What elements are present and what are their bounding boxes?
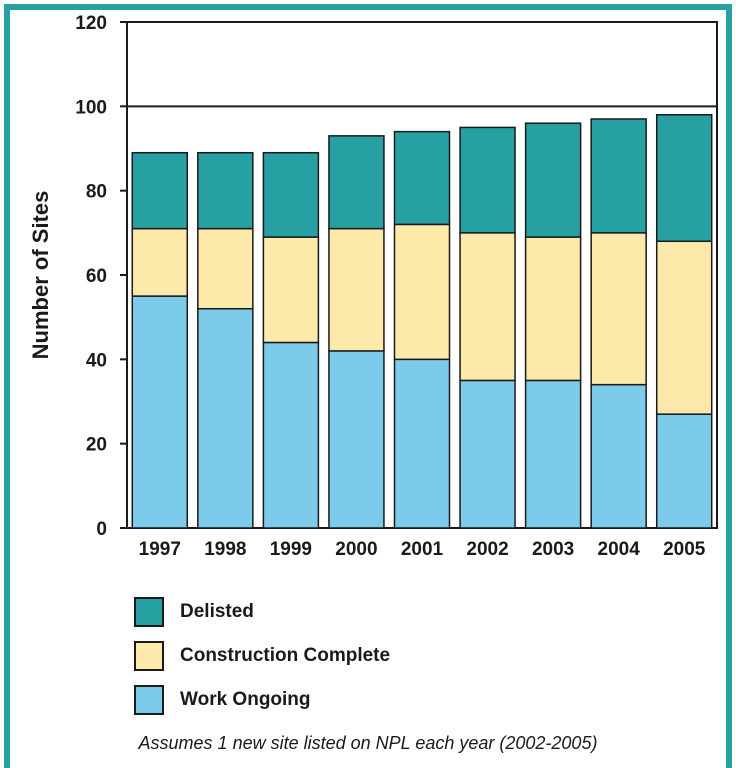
legend-swatch-construction-complete: [134, 641, 164, 671]
x-tick-label: 1999: [270, 539, 312, 560]
bar-segment: [262, 151, 320, 238]
bar-segment: [393, 130, 451, 226]
bar-segment: [197, 307, 254, 529]
bar-segment: [262, 341, 320, 529]
y-tick-label: 60: [86, 266, 107, 287]
legend-label-delisted: Delisted: [180, 601, 254, 622]
legend-label-work-ongoing: Work Ongoing: [180, 689, 311, 710]
bar-segment: [459, 379, 516, 529]
legend-label-construction-complete: Construction Complete: [180, 645, 391, 666]
bar-segment: [590, 118, 647, 234]
bar-segment: [393, 358, 451, 529]
chart-footnote: Assumes 1 new site listed on NPL each ye…: [138, 733, 598, 753]
bar-segment: [197, 227, 254, 310]
bar-segment: [655, 413, 713, 529]
x-tick-label: 2000: [335, 539, 377, 560]
x-tick-label: 1998: [204, 539, 246, 560]
legend-item-work-ongoing: Work Ongoing: [134, 678, 390, 722]
bar-segment: [131, 151, 189, 230]
x-tick-label: 1997: [139, 539, 181, 560]
bar-segment: [655, 114, 713, 243]
bar-segment: [393, 223, 451, 361]
bar-segment: [590, 383, 647, 529]
y-tick-label: 80: [86, 182, 107, 203]
legend-swatch-delisted: [134, 597, 164, 627]
y-tick-label: 20: [86, 435, 107, 456]
bar-segment: [328, 227, 385, 352]
bar-segment: [328, 135, 385, 230]
bar-segment: [590, 232, 647, 386]
bar-segment: [524, 236, 582, 382]
y-axis-label: Number of Sites: [28, 191, 53, 360]
bar-segment: [524, 122, 582, 238]
bar-segment: [524, 379, 582, 529]
bar-segment: [459, 126, 516, 234]
chart-legend: Delisted Construction Complete Work Ongo…: [134, 590, 390, 722]
legend-item-delisted: Delisted: [134, 590, 390, 634]
legend-swatch-work-ongoing: [134, 685, 164, 715]
bar-segment: [197, 151, 254, 230]
x-tick-label: 2003: [532, 539, 574, 560]
page-border: [4, 4, 732, 768]
y-tick-label: 100: [75, 97, 107, 118]
x-tick-label: 2001: [401, 539, 444, 560]
x-tick-label: 2002: [466, 539, 508, 560]
bar-segment: [328, 350, 385, 529]
x-tick-label: 2005: [663, 539, 706, 560]
bar-segment: [655, 240, 713, 415]
y-tick-label: 0: [96, 519, 107, 540]
bar-segment: [131, 227, 189, 297]
bar-segment: [459, 232, 516, 382]
legend-item-construction-complete: Construction Complete: [134, 634, 390, 678]
bar-segment: [262, 236, 320, 344]
y-tick-label: 40: [86, 350, 107, 371]
bar-segment: [131, 295, 189, 529]
x-tick-label: 2004: [598, 539, 641, 560]
y-tick-label: 120: [75, 13, 107, 34]
